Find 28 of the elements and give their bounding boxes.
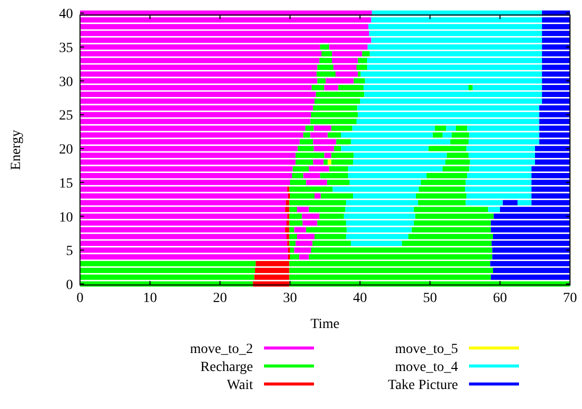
- legend-label: move_to_5: [395, 342, 458, 357]
- bar: [314, 193, 321, 199]
- x-tick-label: 70: [563, 291, 577, 306]
- y-tick-label: 35: [59, 40, 73, 56]
- y-tick-label: 5: [66, 244, 73, 260]
- legend-label: Recharge: [200, 360, 253, 375]
- y-tick-label: 30: [59, 74, 73, 90]
- y-axis-title: Energy: [9, 130, 24, 170]
- legend-label: move_to_2: [190, 342, 253, 357]
- legend-label: Take Picture: [388, 378, 458, 393]
- y-tick-label: 0: [66, 278, 73, 293]
- x-tick-label: 20: [213, 291, 227, 306]
- y-tick-label: 10: [59, 210, 73, 226]
- x-tick-label: 40: [353, 291, 367, 306]
- bar: [468, 84, 473, 90]
- x-tick-label: 60: [493, 291, 507, 306]
- x-tick-label: 30: [283, 291, 297, 306]
- x-tick-label: 0: [76, 291, 84, 306]
- bar: [328, 159, 332, 165]
- legend-label: move_to_4: [395, 360, 458, 375]
- x-tick-label: 10: [143, 291, 157, 306]
- x-tick-label: 50: [423, 291, 437, 306]
- y-tick-label: 25: [59, 108, 73, 124]
- x-axis-title: Time: [310, 317, 340, 332]
- y-tick-label: 40: [59, 7, 73, 22]
- y-tick-label: 15: [59, 176, 73, 192]
- y-tick-label: 20: [59, 142, 73, 158]
- legend-label: Wait: [226, 378, 254, 393]
